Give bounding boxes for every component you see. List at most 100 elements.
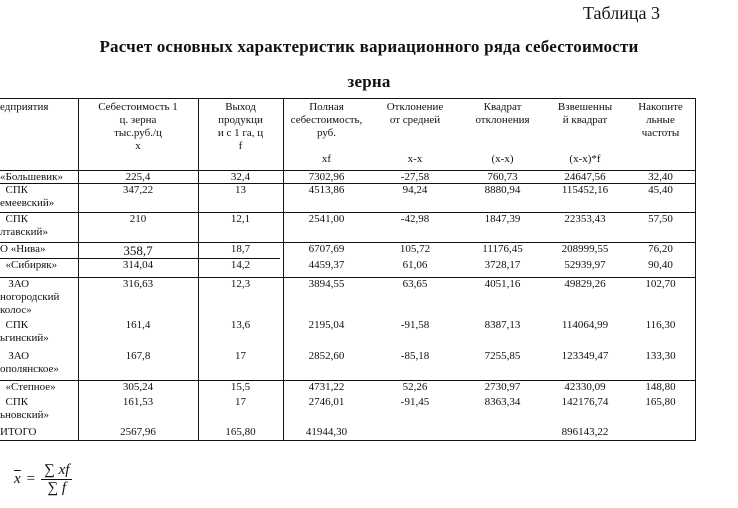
table-cell: 142176,74 — [561, 396, 609, 408]
table-rule — [0, 242, 696, 243]
column-header: Выход продукци и с 1 га, ц f — [217, 101, 264, 152]
table-cell: 57,50 — [648, 213, 673, 225]
table-rule — [0, 98, 696, 99]
table-cell: 115452,16 — [561, 184, 609, 196]
row-enterprise-name: ИТОГО — [0, 426, 37, 438]
formula-fraction: ∑ xf ∑ f — [41, 462, 73, 497]
table-cell: 165,80 — [225, 426, 256, 438]
table-cell: 105,72 — [399, 243, 431, 255]
table-cell: 17 — [235, 396, 246, 408]
table-cell: 4459,37 — [308, 259, 345, 271]
table-cell: 13 — [235, 184, 246, 196]
table-cell: 94,24 — [402, 184, 428, 196]
row-enterprise-name: ЗАО ополянское» — [0, 350, 59, 375]
row-enterprise-name: СПК ьгинский» — [0, 319, 49, 344]
table-cell: 208999,55 — [561, 243, 609, 255]
table-cell: 2730,97 — [484, 381, 521, 393]
table-cell: 2852,60 — [308, 350, 345, 362]
row-enterprise-name: СПК лтавский» — [0, 213, 48, 238]
table-cell: 42330,09 — [564, 381, 606, 393]
table-cell: 17 — [235, 350, 246, 362]
table-cell: 52939,97 — [564, 259, 606, 271]
table-cell: 49829,26 — [564, 278, 606, 290]
column-header: Взвешенны й квадрат (x-x)*f — [557, 101, 613, 165]
table-rule — [0, 212, 696, 213]
formula-denominator: ∑ f — [47, 480, 67, 496]
table-cell: 2541,00 — [308, 213, 345, 225]
table-cell: 52,26 — [402, 381, 428, 393]
table-cell: 11176,45 — [482, 243, 523, 255]
table-cell: 305,24 — [122, 381, 154, 393]
column-header: Отклонение от средней x-x — [386, 101, 444, 165]
table-cell: 148,80 — [645, 381, 676, 393]
column-rule — [198, 98, 199, 441]
table-cell: 165,80 — [645, 396, 676, 408]
table-rule — [0, 258, 280, 259]
table-cell: 32,40 — [648, 171, 673, 183]
mean-formula: x = ∑ xf ∑ f — [14, 462, 73, 497]
table-cell: 12,3 — [230, 278, 251, 290]
row-enterprise-name: О «Нива» — [0, 243, 46, 255]
table-cell: 4051,16 — [484, 278, 521, 290]
table-rule — [0, 380, 696, 381]
table-cell: 2746,01 — [308, 396, 345, 408]
column-header: едприятия — [0, 101, 49, 113]
table-cell: 22353,43 — [564, 213, 606, 225]
table-cell: 167,8 — [125, 350, 151, 362]
table-cell: -27,58 — [400, 171, 430, 183]
table-cell: 123349,47 — [561, 350, 609, 362]
table-cell: 347,22 — [122, 184, 154, 196]
row-enterprise-name: ЗАО ногородский колос» — [0, 278, 60, 316]
table-cell: 225,4 — [125, 171, 151, 183]
table-cell: 3728,17 — [484, 259, 521, 271]
table-cell: 32,4 — [230, 171, 251, 183]
table-cell: 8387,13 — [484, 319, 521, 331]
column-rule — [283, 98, 284, 441]
table-cell: 76,20 — [648, 243, 673, 255]
table-cell: 314,04 — [122, 259, 154, 271]
column-header: Накопите льные частоты — [638, 101, 683, 139]
table-cell: 102,70 — [645, 278, 676, 290]
row-enterprise-name: «Степное» — [0, 381, 56, 393]
table-cell: 7255,85 — [484, 350, 521, 362]
row-enterprise-name: «Сибиряк» — [0, 259, 58, 271]
table-cell: 24647,56 — [564, 171, 606, 183]
table-cell: 4513,86 — [308, 184, 345, 196]
row-enterprise-name: СПК емеевский» — [0, 184, 55, 209]
row-enterprise-name: «Большевик» — [0, 171, 63, 183]
table-rule — [0, 183, 696, 184]
table-cell: 358,7 — [123, 243, 153, 258]
table-cell: 7302,96 — [308, 171, 345, 183]
table-right-border — [695, 98, 696, 441]
column-header: Полная себестоимость, руб. xf — [290, 101, 363, 165]
table-cell: 8363,34 — [484, 396, 521, 408]
column-header: Квадрат отклонения (x-x) — [475, 101, 530, 165]
column-rule — [78, 98, 79, 441]
formula-equals: = — [26, 471, 36, 487]
table-rule — [0, 170, 696, 171]
formula-lhs: x — [14, 471, 21, 487]
table-cell: 12,1 — [230, 213, 251, 225]
table-cell: 13,6 — [230, 319, 251, 331]
table-cell: 15,5 — [230, 381, 251, 393]
table-cell: 90,40 — [648, 259, 673, 271]
table-cell: 316,63 — [122, 278, 154, 290]
table-cell: 133,30 — [645, 350, 676, 362]
row-enterprise-name: СПК ьновский» — [0, 396, 50, 421]
table-cell: 6707,69 — [308, 243, 345, 255]
table-cell: 116,30 — [645, 319, 676, 331]
table-cell: 2567,96 — [120, 426, 156, 438]
table-cell: 18,7 — [230, 243, 251, 255]
table-cell: 41944,30 — [305, 426, 348, 438]
table-cell: -91,45 — [400, 396, 430, 408]
table-cell: 760,73 — [487, 171, 518, 183]
table-cell: -42,98 — [400, 213, 430, 225]
table-cell: 210 — [129, 213, 147, 225]
table-cell: 114064,99 — [561, 319, 609, 331]
formula-numerator: ∑ xf — [41, 462, 73, 480]
table-cell: -91,58 — [400, 319, 430, 331]
table-rule — [0, 277, 696, 278]
column-header: Себестоимость 1 ц. зерна тыс.руб./ц x — [98, 101, 178, 152]
table-cell: 45,40 — [648, 184, 673, 196]
table-cell: 8880,94 — [484, 184, 521, 196]
